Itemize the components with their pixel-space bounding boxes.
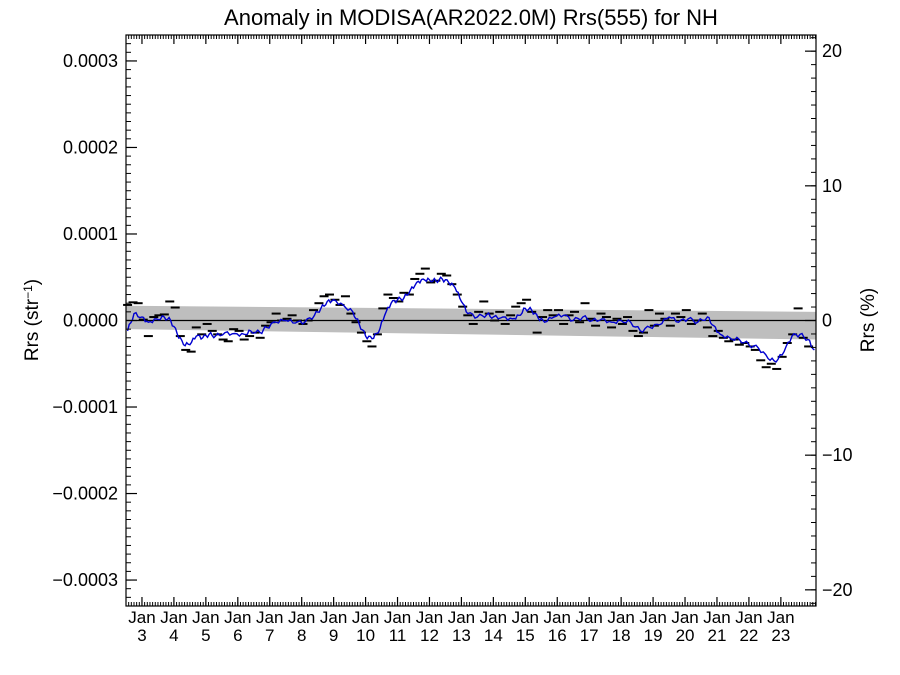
x-tick-month: Jan xyxy=(256,608,283,627)
x-tick-month: Jan xyxy=(671,608,698,627)
x-tick-month: Jan xyxy=(224,608,251,627)
x-tick-month: Jan xyxy=(128,608,155,627)
x-tick-month: Jan xyxy=(607,608,634,627)
y-right-tick-label: 0 xyxy=(822,311,832,331)
smoothed-series-line xyxy=(126,276,815,363)
x-tick-year: 9 xyxy=(329,626,338,645)
x-tick-year: 11 xyxy=(389,626,407,645)
y-right-tick-label: −10 xyxy=(822,445,853,465)
x-tick-year: 3 xyxy=(137,626,146,645)
x-tick-month: Jan xyxy=(639,608,666,627)
x-tick-year: 8 xyxy=(297,626,306,645)
x-tick-year: 18 xyxy=(612,626,631,645)
x-tick-month: Jan xyxy=(480,608,507,627)
y-left-tick-label: −0.0003 xyxy=(52,570,118,590)
x-axis-ticks: Jan3Jan4Jan5Jan6Jan7Jan8Jan9Jan10Jan11Ja… xyxy=(128,35,795,645)
x-tick-year: 22 xyxy=(739,626,758,645)
x-tick-year: 23 xyxy=(771,626,790,645)
right-y-axis-label: Rrs (%) xyxy=(858,288,879,352)
x-tick-year: 5 xyxy=(201,626,210,645)
x-tick-year: 10 xyxy=(356,626,375,645)
y-left-tick-label: 0.0000 xyxy=(63,311,118,331)
x-tick-month: Jan xyxy=(352,608,379,627)
y-right-tick-label: −20 xyxy=(822,580,853,600)
y-right-tick-label: 20 xyxy=(822,41,842,61)
y-left-tick-label: −0.0001 xyxy=(52,397,118,417)
x-tick-month: Jan xyxy=(160,608,187,627)
x-tick-year: 6 xyxy=(233,626,242,645)
left-y-axis-label: Rrs (str−1) xyxy=(21,279,43,361)
x-tick-month: Jan xyxy=(320,608,347,627)
x-tick-month: Jan xyxy=(192,608,219,627)
x-tick-month: Jan xyxy=(416,608,443,627)
x-tick-year: 14 xyxy=(484,626,503,645)
x-tick-month: Jan xyxy=(735,608,762,627)
x-tick-year: 17 xyxy=(580,626,599,645)
x-tick-month: Jan xyxy=(384,608,411,627)
x-tick-year: 19 xyxy=(644,626,663,645)
x-tick-year: 7 xyxy=(265,626,274,645)
y-left-tick-label: −0.0002 xyxy=(52,484,118,504)
smoothed-line-layer xyxy=(126,276,815,363)
x-tick-month: Jan xyxy=(767,608,794,627)
y-left-tick-label: 0.0003 xyxy=(63,51,118,71)
y-left-tick-label: 0.0002 xyxy=(63,137,118,157)
chart-title: Anomaly in MODISA(AR2022.0M) Rrs(555) fo… xyxy=(224,5,718,30)
x-tick-year: 13 xyxy=(452,626,471,645)
x-tick-month: Jan xyxy=(512,608,539,627)
x-tick-month: Jan xyxy=(703,608,730,627)
x-tick-month: Jan xyxy=(288,608,315,627)
x-tick-month: Jan xyxy=(575,608,602,627)
x-tick-year: 21 xyxy=(708,626,727,645)
x-tick-month: Jan xyxy=(544,608,571,627)
right-y-axis-ticks: 20 10 0 −10 −20 xyxy=(805,37,853,604)
left-y-axis-ticks: 0.0003 0.0002 0.0001 0.0000 −0.0001 −0.0002 −0… xyxy=(52,43,137,598)
y-left-tick-label: 0.0001 xyxy=(63,224,118,244)
x-tick-month: Jan xyxy=(448,608,475,627)
x-tick-year: 20 xyxy=(676,626,695,645)
x-tick-year: 4 xyxy=(169,626,178,645)
x-tick-year: 16 xyxy=(548,626,567,645)
x-tick-year: 15 xyxy=(516,626,535,645)
x-minor-ticks xyxy=(125,35,816,606)
x-tick-year: 12 xyxy=(420,626,439,645)
y-right-tick-label: 10 xyxy=(822,176,842,196)
